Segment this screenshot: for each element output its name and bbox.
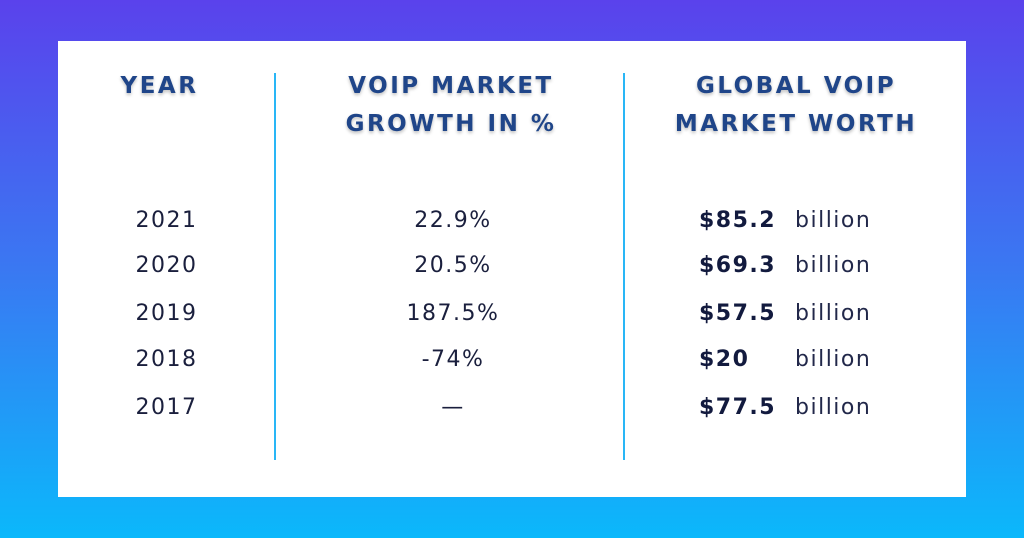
header-line: GLOBAL VOIP [695, 73, 897, 99]
header-line: MARKET WORTH [674, 111, 918, 137]
cell-growth: — [441, 395, 465, 420]
cell-unit: billion [795, 253, 872, 278]
column-divider [623, 73, 625, 460]
cell-unit: billion [795, 208, 872, 233]
header-line: GROWTH IN % [345, 111, 557, 137]
cell-unit: billion [795, 395, 872, 420]
table-card: YEAR VOIP MARKET GROWTH IN % GLOBAL VOIP M… [58, 41, 966, 497]
cell-worth: $85.2 [699, 208, 777, 233]
cell-unit: billion [795, 301, 872, 326]
cell-year: 2017 [135, 395, 198, 420]
cell-year: 2019 [135, 301, 198, 326]
cell-worth: $69.3 [699, 253, 777, 278]
cell-worth: $57.5 [699, 301, 777, 326]
header-worth: GLOBAL VOIP MARKET WORTH [650, 67, 942, 143]
cell-unit: billion [795, 347, 872, 372]
cell-worth: $77.5 [699, 395, 777, 420]
cell-year: 2021 [135, 208, 198, 233]
cell-growth: -74% [421, 347, 485, 372]
header-year: YEAR [58, 67, 261, 105]
cell-growth: 187.5% [406, 301, 500, 326]
header-line: YEAR [120, 73, 199, 99]
cell-growth: 20.5% [414, 253, 492, 278]
cell-year: 2020 [135, 253, 198, 278]
header-line: VOIP MARKET [348, 73, 554, 99]
cell-growth: 22.9% [414, 208, 492, 233]
cell-worth: $20 [699, 347, 750, 372]
column-divider [274, 73, 276, 460]
cell-year: 2018 [135, 347, 198, 372]
header-growth: VOIP MARKET GROWTH IN % [316, 67, 586, 143]
